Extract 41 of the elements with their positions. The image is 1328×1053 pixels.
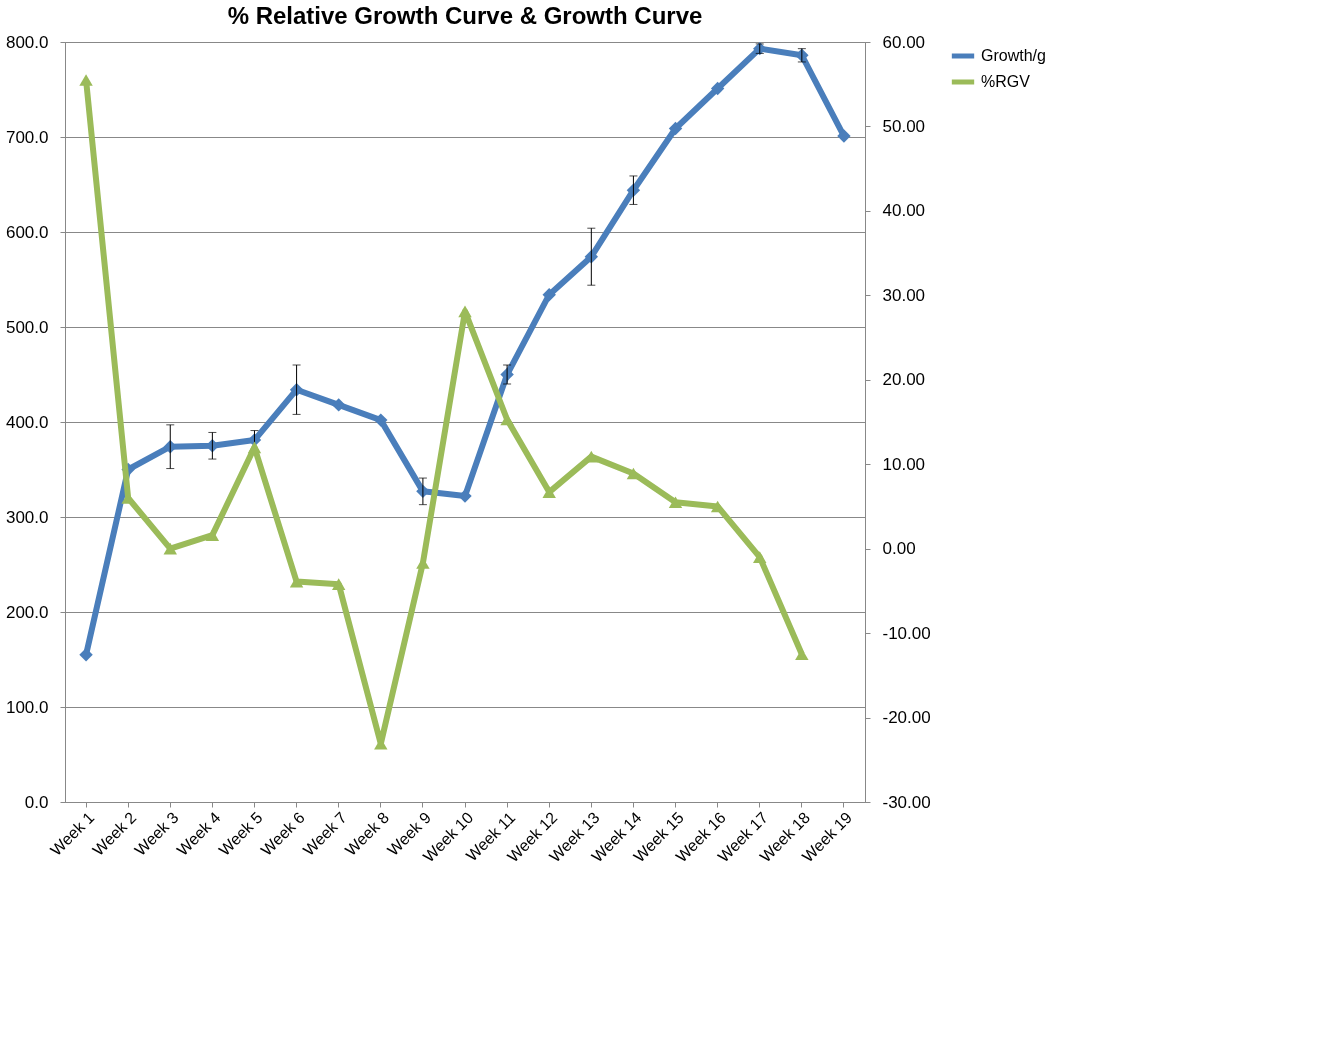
y2-tick-label: -30.00 [882,792,931,812]
legend-label: %RGV [981,73,1031,90]
point [795,648,809,661]
y2-tick-label: 60.00 [882,32,926,52]
y-tick-label: 200.0 [5,602,49,622]
point [668,121,683,136]
point [542,486,556,498]
point [753,551,767,563]
y2-tick-label: -10.00 [882,623,931,643]
point [247,441,262,454]
point [542,287,556,302]
y2-tick-label: 0.00 [882,539,916,559]
point [668,496,683,509]
y-tick-label: 100.0 [5,697,49,717]
y-tick-label: 300.0 [5,507,49,527]
y-tick-label: 500.0 [5,317,49,337]
y2-tick-label: -20.00 [882,708,931,728]
y2-tick-label: 10.00 [882,454,926,474]
y2-tick-label: 20.00 [882,370,926,390]
chart-title: % Relative Growth Curve & Growth Curve [227,2,703,29]
point [710,81,725,96]
point [500,413,514,426]
point [163,542,177,555]
y-tick-label: 800.0 [5,32,49,52]
point [205,529,220,541]
y-tick-label: 400.0 [5,412,49,432]
point [458,489,472,503]
point [331,578,346,590]
point [331,398,346,412]
y2-tick-label: 50.00 [882,116,926,136]
y2-tick-label: 40.00 [882,201,926,221]
point [79,74,93,86]
legend-label: Growth/g [981,47,1046,64]
y2-tick-label: 30.00 [882,285,926,305]
y-tick-label: 0.0 [24,792,49,812]
point [79,648,93,662]
y-tick-label: 600.0 [5,222,49,242]
point [458,305,472,318]
point [837,129,851,143]
point [374,413,388,427]
y-tick-label: 700.0 [5,127,49,147]
